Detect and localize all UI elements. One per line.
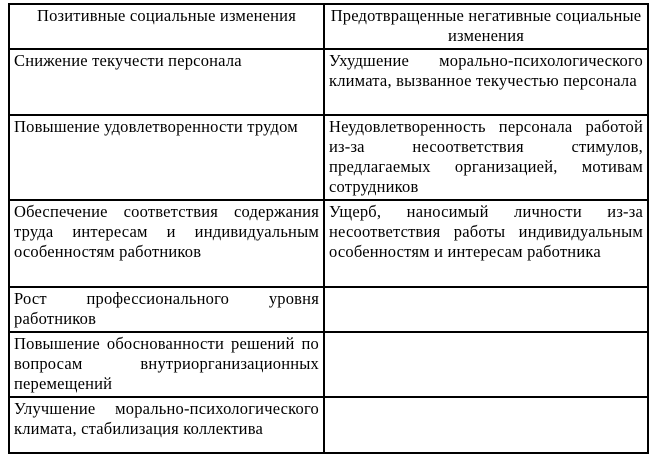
header-cell-positive-changes: Позитивные социальные изменения xyxy=(8,3,325,50)
table-row: Обеспечение соответствия содержания труд… xyxy=(8,199,649,288)
cell-prevented-change: Ущерб, наносимый личности из-за несоотве… xyxy=(323,199,649,288)
table-row: Повышение удовлетворенности трудом Неудо… xyxy=(8,114,649,201)
cell-prevented-change xyxy=(323,331,649,398)
cell-prevented-change: Ухудшение морально-психологического клим… xyxy=(323,48,649,116)
social-changes-table: Позитивные социальные изменения Предотвр… xyxy=(8,3,649,454)
cell-positive-change: Рост профессионального уровня работников xyxy=(8,286,325,333)
cell-positive-change: Улучшение морально-психологического клим… xyxy=(8,396,325,454)
cell-positive-change: Повышение обоснованности решений по вопр… xyxy=(8,331,325,398)
cell-prevented-change xyxy=(323,286,649,333)
cell-positive-change: Повышение удовлетворенности трудом xyxy=(8,114,325,201)
cell-positive-change: Обеспечение соответствия содержания труд… xyxy=(8,199,325,288)
cell-positive-change: Снижение текучести персонала xyxy=(8,48,325,116)
cell-prevented-change: Неудовлетворенность персонала работой из… xyxy=(323,114,649,201)
table-row: Снижение текучести персонала Ухудшение м… xyxy=(8,48,649,116)
table-row: Повышение обоснованности решений по вопр… xyxy=(8,331,649,398)
header-cell-prevented-changes: Предотвращенные негативные социальные из… xyxy=(323,3,649,50)
table-row: Улучшение морально-психологического клим… xyxy=(8,396,649,454)
table-row: Рост профессионального уровня работников xyxy=(8,286,649,333)
header-row: Позитивные социальные изменения Предотвр… xyxy=(8,3,649,50)
